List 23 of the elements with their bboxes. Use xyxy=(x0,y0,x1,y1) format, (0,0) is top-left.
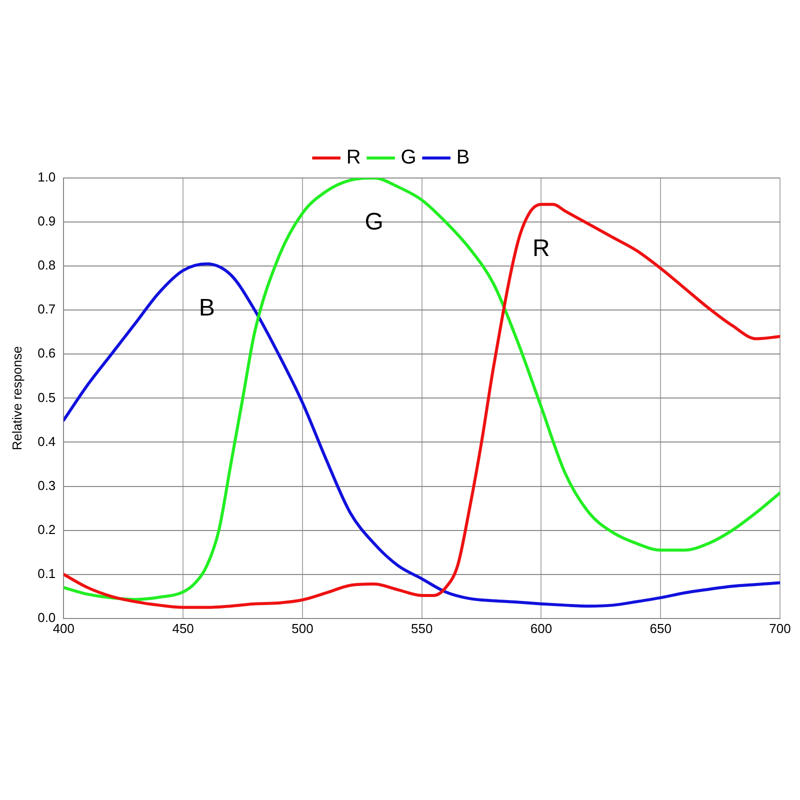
x-tick-label: 600 xyxy=(530,620,552,636)
x-tick-label: 450 xyxy=(172,620,194,636)
y-tick-label: 0.7 xyxy=(38,302,56,317)
y-tick-label: 0.6 xyxy=(38,346,56,361)
legend-label: R xyxy=(346,146,361,169)
x-tick-label: 550 xyxy=(410,620,433,636)
y-tick-label: 0.3 xyxy=(38,478,56,493)
legend-label: G xyxy=(400,146,416,169)
y-tick-label: 0.9 xyxy=(38,214,56,229)
legend-label: B xyxy=(456,146,470,169)
y-tick-label: 0.8 xyxy=(38,258,56,273)
y-tick-label: 0.1 xyxy=(38,566,56,581)
text: B xyxy=(198,294,215,322)
x-tick-label: 700 xyxy=(769,620,791,636)
text: R xyxy=(532,235,550,262)
y-tick-label: 0.5 xyxy=(38,390,56,405)
x-tick-label: 650 xyxy=(650,620,672,636)
y-tick-label: 0.2 xyxy=(38,522,56,537)
y-axis-title: Relative response xyxy=(9,346,24,450)
text: G xyxy=(364,208,384,236)
x-tick-label: 500 xyxy=(292,620,314,636)
y-tick-label: 1.0 xyxy=(38,170,56,185)
y-tick-label: 0.4 xyxy=(38,434,56,449)
